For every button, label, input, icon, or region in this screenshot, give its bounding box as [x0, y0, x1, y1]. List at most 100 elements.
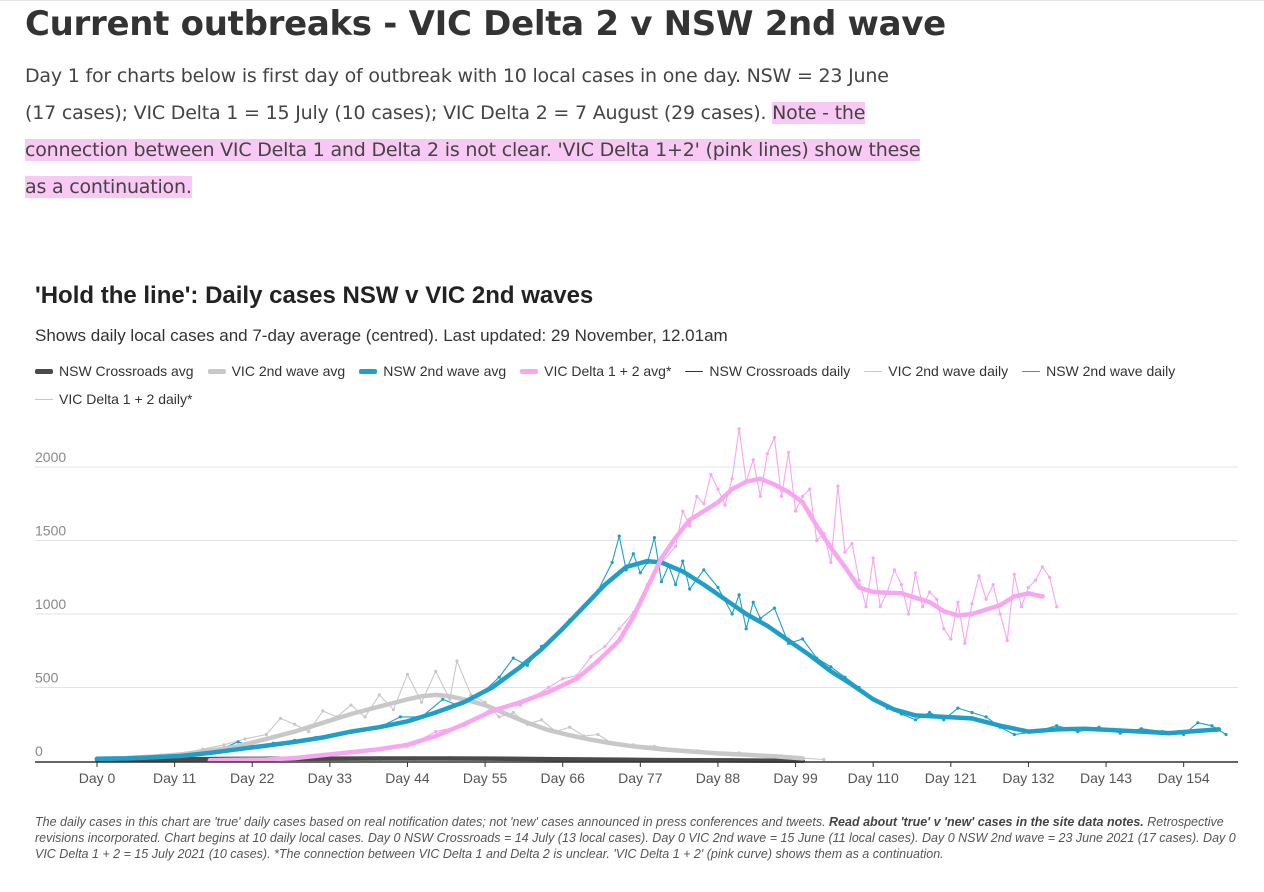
data-point-nsw-2nd-wave-daily: [638, 571, 642, 575]
data-point-nsw-2nd-wave-daily: [716, 585, 720, 590]
y-tick-label-1000: 1000: [35, 596, 66, 612]
data-point-vic-delta-1-2-daily: [786, 450, 791, 454]
legend-item-vic-delta-1-2-avg[interactable]: VIC Delta 1 + 2 avg*: [520, 361, 671, 381]
data-point-nsw-2nd-wave-daily: [674, 583, 678, 587]
data-point-nsw-2nd-wave-daily: [744, 627, 748, 631]
data-point-vic-delta-1-2-avg: [955, 613, 961, 618]
data-point-vic-delta-1-2-daily: [688, 524, 692, 528]
data-point-vic-2nd-wave-avg: [772, 754, 777, 759]
data-point-nsw-2nd-wave-avg: [405, 719, 410, 724]
legend-item-nsw-2nd-wave-avg[interactable]: NSW 2nd wave avg: [359, 361, 506, 381]
data-point-vic-delta-1-2-avg: [348, 750, 354, 755]
data-point-vic-delta-1-2-avg: [998, 603, 1003, 608]
data-point-vic-delta-1-2-avg: [673, 535, 678, 540]
legend-swatch: [207, 368, 226, 374]
data-point-vic-delta-1-2-avg: [235, 757, 241, 762]
data-point-vic-2nd-wave-avg: [525, 720, 530, 725]
data-point-vic-2nd-wave-daily: [434, 669, 438, 673]
data-point-vic-delta-1-2-daily: [906, 612, 911, 616]
data-point-vic-delta-1-2-avg: [489, 708, 495, 714]
series-line-vic-delta-1-2-avg: [207, 476, 1045, 763]
legend-label: NSW 2nd wave avg: [383, 363, 507, 379]
legend-item-vic-2nd-wave-daily[interactable]: VIC 2nd wave daily: [864, 361, 1008, 381]
x-tick-label-day-66: Day 66: [541, 770, 586, 786]
legend-label: VIC Delta 1 + 2 avg*: [544, 363, 672, 379]
data-point-vic-delta-1-2-daily: [928, 590, 932, 594]
data-point-nsw-2nd-wave-daily: [1055, 724, 1059, 728]
data-point-vic-2nd-wave-daily: [497, 715, 501, 719]
data-point-vic-delta-1-2-daily: [737, 427, 741, 431]
legend-item-nsw-crossroads-avg[interactable]: NSW Crossroads avg: [35, 361, 194, 381]
data-point-vic-delta-1-2-avg: [729, 486, 735, 492]
data-point-nsw-2nd-wave-avg: [602, 582, 608, 587]
data-point-vic-delta-1-2-daily: [603, 644, 607, 648]
data-point-nsw-2nd-wave-daily: [956, 706, 960, 710]
data-point-vic-delta-1-2-daily: [434, 730, 438, 734]
data-point-vic-2nd-wave-daily: [293, 722, 297, 726]
data-point-vic-delta-1-2-avg: [786, 489, 791, 495]
data-point-vic-delta-1-2-daily: [674, 544, 678, 548]
data-point-nsw-2nd-wave-avg: [1026, 729, 1031, 734]
data-point-vic-delta-1-2-daily: [949, 637, 953, 641]
data-point-nsw-2nd-wave-avg: [680, 569, 685, 574]
data-point-vic-delta-1-2-daily: [709, 472, 713, 476]
data-point-nsw-2nd-wave-daily: [1224, 732, 1228, 737]
data-point-vic-delta-1-2-daily: [716, 487, 720, 491]
data-point-vic-2nd-wave-avg: [405, 697, 410, 702]
data-point-vic-delta-1-2-daily: [1012, 572, 1016, 576]
data-point-nsw-2nd-wave-avg: [941, 714, 946, 720]
data-point-vic-delta-1-2-avg: [842, 564, 848, 570]
data-point-vic-delta-1-2-avg: [595, 658, 601, 664]
data-point-nsw-2nd-wave-avg: [998, 723, 1003, 728]
data-point-nsw-2nd-wave-daily: [511, 656, 515, 660]
x-tick-label-day-11: Day 11: [153, 770, 197, 786]
data-point-vic-2nd-wave-avg: [588, 737, 594, 742]
data-point-nsw-2nd-wave-daily: [928, 710, 932, 715]
data-point-nsw-2nd-wave-avg: [207, 750, 213, 756]
data-point-vic-2nd-wave-daily: [391, 708, 395, 712]
data-point-vic-delta-1-2-avg: [814, 523, 819, 528]
x-tick-label-day-99: Day 99: [773, 770, 818, 786]
data-point-vic-delta-1-2-daily: [758, 494, 762, 498]
data-point-nsw-2nd-wave-daily: [652, 536, 657, 540]
data-point-nsw-2nd-wave-avg: [560, 626, 565, 631]
data-point-vic-delta-1-2-daily: [765, 452, 769, 456]
data-point-nsw-2nd-wave-daily: [398, 715, 402, 719]
series-line-vic-2nd-wave-avg: [94, 692, 805, 762]
data-point-nsw-2nd-wave-avg: [539, 647, 544, 652]
data-point-vic-delta-1-2-avg: [744, 479, 749, 484]
data-point-nsw-crossroads-avg: [588, 757, 594, 762]
data-point-vic-2nd-wave-avg: [800, 756, 805, 761]
data-point-vic-delta-1-2-avg: [1012, 594, 1017, 599]
data-point-vic-2nd-wave-daily: [222, 743, 226, 747]
data-point-nsw-2nd-wave-avg: [892, 707, 897, 712]
legend-label: VIC 2nd wave daily: [888, 363, 1009, 379]
data-point-vic-2nd-wave-daily: [321, 709, 325, 713]
legend-item-vic-2nd-wave-avg[interactable]: VIC 2nd wave avg: [207, 361, 345, 381]
data-point-vic-delta-1-2-daily: [695, 494, 699, 498]
data-point-nsw-2nd-wave-avg: [1167, 730, 1172, 736]
data-point-nsw-2nd-wave-avg: [461, 700, 467, 705]
data-point-vic-delta-1-2-daily: [1026, 585, 1030, 590]
data-point-vic-delta-1-2-avg: [264, 757, 269, 762]
chart-title: 'Hold the line': Daily cases NSW v VIC 2…: [35, 282, 594, 309]
data-point-nsw-2nd-wave-daily: [1210, 724, 1214, 728]
data-point-vic-delta-1-2-daily: [991, 583, 995, 587]
data-point-vic-delta-1-2-daily: [794, 509, 798, 513]
data-point-vic-delta-1-2-daily: [878, 605, 882, 609]
legend-label: VIC Delta 1 + 2 daily*: [59, 391, 193, 407]
line-chart: 0 500 1000 1500 2000 Day 0 Day 11 Day 22 Day 33 D…: [35, 427, 1238, 786]
top-divider: [0, 0, 1264, 1]
legend-item-nsw-2nd-wave-daily[interactable]: NSW 2nd wave daily: [1022, 361, 1175, 381]
data-point-nsw-crossroads-avg: [659, 757, 664, 763]
data-point-vic-2nd-wave-avg: [609, 741, 615, 746]
data-point-nsw-2nd-wave-daily: [497, 675, 501, 679]
x-tick-label-day-132: Day 132: [1002, 770, 1054, 786]
data-point-vic-delta-1-2-daily: [1040, 565, 1045, 569]
data-point-nsw-2nd-wave-avg: [701, 582, 706, 587]
footnote-data-notes-link[interactable]: Read about 'true' v 'new' cases in the s…: [829, 815, 1144, 829]
data-point-vic-delta-1-2-daily: [942, 627, 946, 631]
legend-item-vic-delta-1-2-daily[interactable]: VIC Delta 1 + 2 daily*: [35, 389, 192, 409]
x-tick-label-day-110: Day 110: [848, 770, 899, 786]
legend-item-nsw-crossroads-daily[interactable]: NSW Crossroads daily: [685, 361, 850, 381]
